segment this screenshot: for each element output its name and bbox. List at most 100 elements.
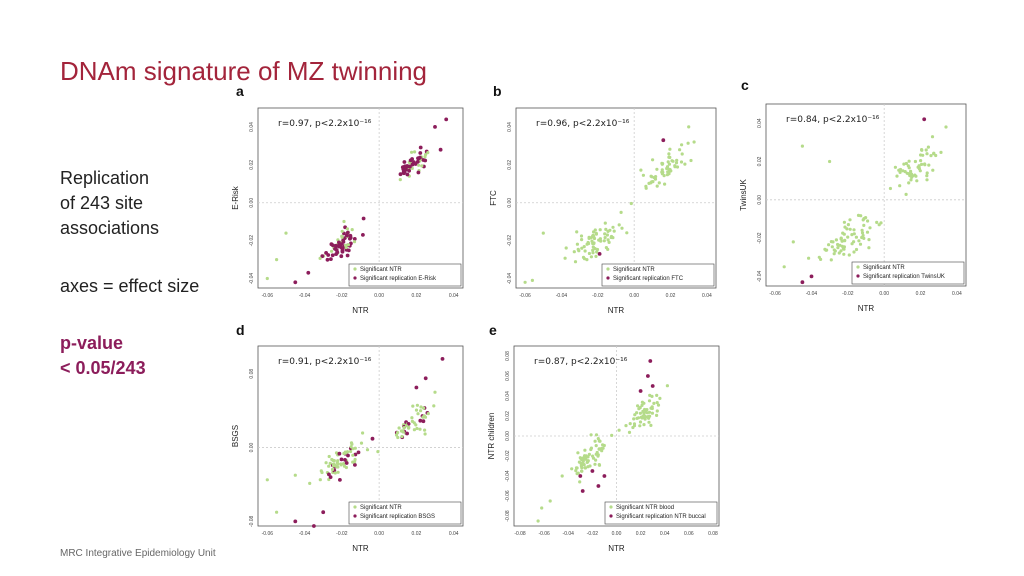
replication-point — [348, 235, 353, 240]
replication-point — [423, 376, 428, 381]
legend-marker — [856, 274, 860, 278]
ntr-point — [342, 462, 346, 466]
ntr-point — [318, 478, 322, 482]
ntr-point — [639, 168, 643, 172]
ntr-point — [895, 174, 899, 178]
ntr-point — [586, 459, 590, 463]
ntr-point — [423, 432, 427, 436]
replication-point — [328, 475, 333, 479]
ntr-point — [832, 252, 836, 256]
replication-point — [590, 469, 595, 473]
ntr-point — [898, 167, 903, 172]
legend-box — [348, 263, 462, 287]
ntr-point — [602, 443, 606, 448]
ntr-point — [907, 159, 911, 163]
ntr-point — [328, 461, 332, 465]
replication-point — [403, 164, 407, 169]
ntr-point — [830, 245, 834, 249]
ntr-point — [595, 250, 599, 254]
ntr-point — [350, 228, 354, 232]
ntr-point — [591, 454, 595, 458]
ntr-point — [413, 150, 417, 154]
ntr-point — [893, 165, 897, 169]
replication-line-3: associations — [60, 218, 160, 238]
ntr-point — [638, 424, 642, 428]
replication-point — [597, 252, 602, 256]
ntr-point — [423, 428, 427, 432]
ntr-point — [580, 246, 584, 250]
ntr-point — [419, 409, 423, 413]
replication-point — [345, 233, 349, 238]
ntr-point — [603, 232, 607, 236]
x-tick-label: 0.00 — [879, 291, 889, 297]
ntr-point — [530, 278, 534, 282]
ntr-point — [683, 162, 687, 166]
replication-point — [405, 172, 410, 177]
ntr-point — [319, 469, 323, 473]
x-tick-label: 0.02 — [916, 291, 926, 297]
y-axis-title: NTR children — [487, 413, 496, 460]
ntr-point — [843, 238, 847, 242]
legend-marker — [353, 514, 357, 518]
legend-marker — [606, 276, 610, 280]
ntr-point — [927, 163, 931, 167]
ntr-point — [587, 452, 591, 456]
scatter-panel-d: -0.06 -0.04 -0.02 0.00 0.02 0.04 -0.08 0.00 0.08… — [231, 345, 464, 553]
ntr-point — [345, 227, 349, 231]
ntr-point — [581, 255, 586, 259]
ntr-point — [344, 465, 348, 470]
plot-area — [257, 345, 464, 527]
ntr-point — [414, 408, 419, 412]
replication-point — [433, 125, 437, 129]
x-tick-label: -0.04 — [556, 293, 568, 299]
correlation-annotation: r=0.87, p<2.2x10⁻¹⁶ — [534, 357, 628, 367]
y-tick-label: 0.04 — [507, 122, 513, 132]
ntr-point — [852, 232, 856, 236]
ntr-point — [331, 464, 336, 468]
replication-point — [650, 384, 655, 388]
ntr-point — [603, 236, 607, 240]
y-tick-label: -0.06 — [505, 490, 511, 502]
x-tick-label: 0.08 — [708, 531, 718, 537]
ntr-point — [577, 249, 581, 253]
ntr-point — [842, 220, 846, 224]
ntr-point — [579, 234, 584, 238]
ntr-point — [576, 471, 580, 475]
replication-point — [578, 474, 583, 478]
ntr-point — [782, 265, 786, 269]
ntr-point — [422, 414, 426, 418]
ntr-point — [800, 144, 804, 148]
x-tick-label: -0.06 — [262, 293, 274, 299]
ntr-point — [854, 235, 858, 239]
pvalue-line-2: < 0.05/243 — [60, 358, 146, 378]
ntr-point — [642, 423, 646, 427]
ntr-point — [598, 237, 602, 241]
replication-point — [638, 389, 643, 393]
ntr-point — [640, 416, 644, 420]
ntr-point — [655, 401, 659, 405]
replication-point — [340, 249, 345, 253]
ntr-point — [412, 428, 416, 432]
ntr-point — [807, 256, 811, 260]
ntr-point — [867, 238, 871, 242]
legend-box — [604, 501, 718, 525]
ntr-point — [673, 164, 677, 168]
plot-area — [257, 107, 464, 289]
ntr-point — [340, 235, 344, 239]
replication-point — [596, 484, 601, 488]
replication-point — [418, 145, 423, 150]
ntr-point — [904, 192, 908, 196]
ntr-point — [842, 252, 846, 256]
ntr-point — [275, 258, 279, 262]
ntr-point — [352, 240, 357, 244]
replication-point — [438, 147, 443, 152]
ntr-point — [655, 167, 659, 171]
legend-label: Significant NTR — [360, 267, 402, 273]
ntr-point — [647, 410, 652, 414]
ntr-point — [636, 416, 641, 420]
ntr-point — [330, 467, 335, 472]
ntr-point — [606, 238, 610, 242]
ntr-point — [845, 227, 849, 231]
ntr-point — [606, 247, 610, 251]
ntr-point — [426, 151, 430, 155]
